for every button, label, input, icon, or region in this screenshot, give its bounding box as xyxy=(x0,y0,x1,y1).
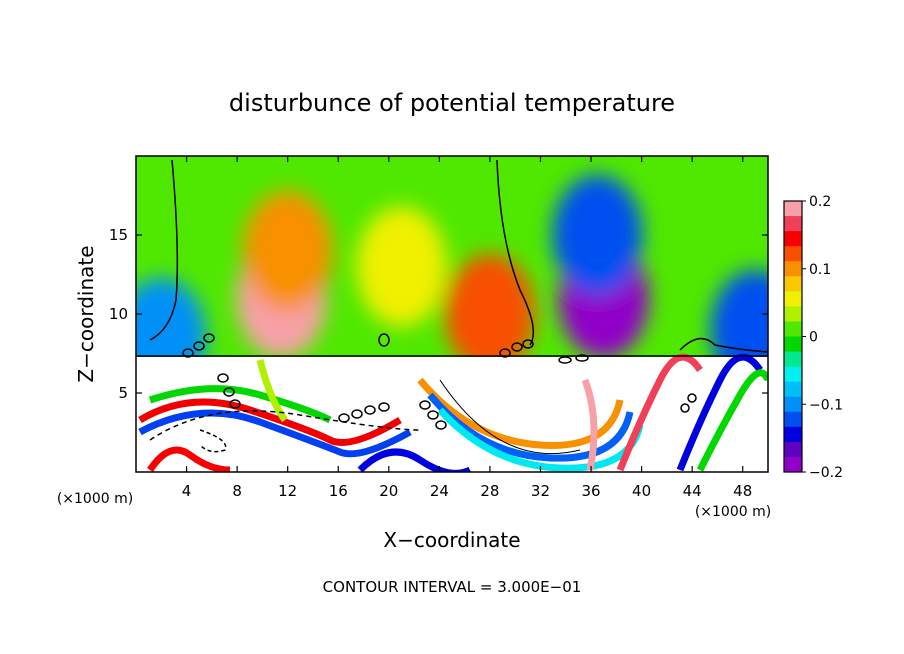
y-tick-label: 10 xyxy=(109,305,128,323)
colorbar-swatch xyxy=(784,441,802,458)
contour-mid xyxy=(496,159,535,346)
chart-title: disturbunce of potential temperature xyxy=(229,89,675,117)
y-axis-label: Z−coordinate xyxy=(74,245,98,382)
band-green-1 xyxy=(148,385,332,424)
band-blue-2 xyxy=(427,392,634,462)
colorbar-swatch xyxy=(784,456,802,473)
loop xyxy=(575,354,589,362)
loop xyxy=(338,413,350,423)
colorbar-swatch xyxy=(784,216,802,232)
plot-area xyxy=(136,156,768,472)
band-red-3 xyxy=(147,446,231,472)
band-yellow-1 xyxy=(256,359,288,423)
contour-right-bump xyxy=(679,337,768,353)
field-blobs xyxy=(136,175,768,398)
contour-loops xyxy=(182,333,697,430)
band-red-1 xyxy=(138,398,402,446)
x-axis-ticks: 4 8 12 16 20 24 28 32 36 40 44 48 xyxy=(182,156,752,500)
colorbar-swatch xyxy=(784,351,802,368)
x-tick-label: 44 xyxy=(683,482,702,500)
field-blob-1 xyxy=(242,190,333,311)
colorbar-swatch xyxy=(784,291,802,307)
y-axis-ticks: 5 10 15 xyxy=(109,226,768,402)
x-tick-label: 36 xyxy=(581,482,600,500)
band-red-2 xyxy=(616,353,703,472)
colorbar-swatch xyxy=(784,231,802,247)
colorbar-swatch xyxy=(784,381,802,398)
colorbar-swatch xyxy=(784,321,802,337)
colorbar-swatch xyxy=(784,246,802,262)
colorbar-swatch xyxy=(784,366,802,383)
x-tick-label: 24 xyxy=(430,482,449,500)
loop xyxy=(435,420,447,430)
loop xyxy=(217,373,229,383)
lower-layer-bands xyxy=(138,353,768,472)
x-tick-label: 48 xyxy=(733,482,752,500)
loop xyxy=(364,405,376,415)
colorbar-frame xyxy=(783,200,803,473)
loop xyxy=(680,403,690,413)
contour-left xyxy=(149,159,179,341)
band-orange-1 xyxy=(417,377,624,449)
x-tick-label: 16 xyxy=(329,482,348,500)
loop xyxy=(223,387,235,397)
loop xyxy=(193,341,205,351)
colorbar-swatch xyxy=(784,261,802,277)
loop xyxy=(419,400,431,410)
loop xyxy=(558,356,572,364)
field-blob-3 xyxy=(356,206,447,327)
loop xyxy=(378,402,390,412)
y-tick-label: 5 xyxy=(118,384,128,402)
x-unit-left: (×1000 m) xyxy=(57,491,133,507)
field-blob-5 xyxy=(552,175,643,295)
x-tick-label: 28 xyxy=(480,482,499,500)
loop xyxy=(351,409,363,419)
x-tick-label: 32 xyxy=(531,482,550,500)
colorbar-tick-label: −0.1 xyxy=(809,397,843,413)
colorbar-swatch xyxy=(784,306,802,322)
loop xyxy=(203,333,215,343)
x-tick-label: 20 xyxy=(379,482,398,500)
contour-lower-2 xyxy=(439,379,581,455)
colorbar-swatch xyxy=(784,426,802,443)
field-blob-2 xyxy=(444,254,535,374)
colorbar-swatch xyxy=(784,411,802,428)
band-blue-3 xyxy=(676,353,763,472)
band-blue-1 xyxy=(138,409,412,458)
x-tick-label: 40 xyxy=(632,482,651,500)
band-green-2 xyxy=(696,369,768,472)
contour-lower-3 xyxy=(199,429,227,453)
band-pink-1 xyxy=(581,378,598,471)
loop xyxy=(511,342,523,352)
x-unit-right: (×1000 m) xyxy=(695,504,771,520)
x-tick-label: 12 xyxy=(278,482,297,500)
loop xyxy=(182,348,194,358)
x-tick-label: 4 xyxy=(182,482,192,500)
loop xyxy=(427,410,439,420)
loop xyxy=(378,333,390,347)
loop xyxy=(687,393,697,403)
contour-lines xyxy=(136,159,768,455)
colorbar-swatch xyxy=(784,396,802,413)
x-tick-label: 8 xyxy=(232,482,242,500)
colorbar-swatch xyxy=(784,201,802,217)
loop xyxy=(229,399,241,409)
colorbar-swatch xyxy=(784,336,802,353)
x-axis-label: X−coordinate xyxy=(383,528,520,552)
band-blue-4 xyxy=(357,448,471,472)
y-tick-label: 15 xyxy=(109,226,128,244)
colorbar-tick-label: 0.2 xyxy=(809,194,831,210)
colorbar-tick-label: 0.1 xyxy=(809,262,831,278)
loop xyxy=(522,339,534,349)
contour-lower-1 xyxy=(149,410,421,441)
colorbar-swatch xyxy=(784,276,802,292)
colorbar: 0.2 0.1 0 −0.1 −0.2 xyxy=(784,194,843,481)
colorbar-tick-label: 0 xyxy=(809,330,818,346)
colorbar-tick-label: −0.2 xyxy=(809,465,843,481)
contour-interval-note: CONTOUR INTERVAL = 3.000E−01 xyxy=(323,578,582,596)
loop xyxy=(499,348,511,358)
